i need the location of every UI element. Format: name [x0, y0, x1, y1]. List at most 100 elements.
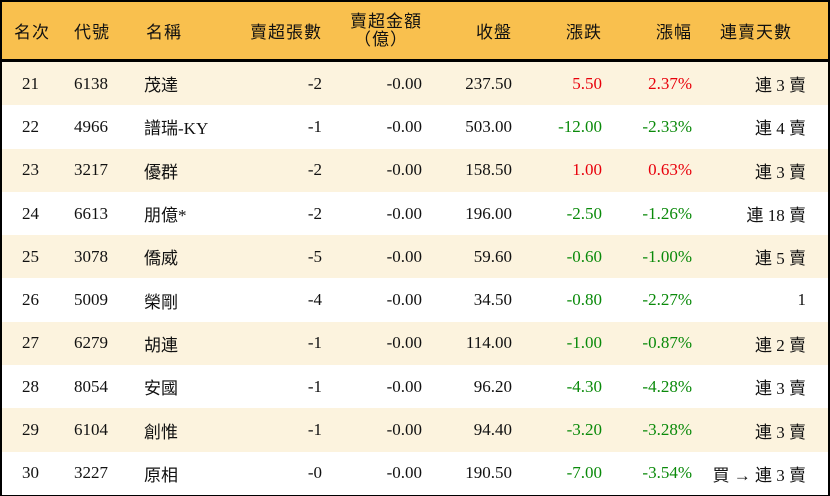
header-sell-amount-unit: （億） [354, 29, 408, 49]
cell-consecutive-days: 連 3 賣 [755, 422, 806, 442]
header-close[interactable]: 收盤 [476, 23, 512, 42]
table-body: 21 6138 茂達 -2 -0.00 237.50 5.50 2.37% 連 … [2, 62, 828, 495]
cell-rank: 28 [22, 376, 39, 396]
cell-change-pct: -0.87% [642, 333, 692, 353]
cell-sell-volume: -1 [307, 333, 322, 353]
cell-change: -1.00 [566, 333, 602, 353]
cell-sell-amount: -0.00 [386, 333, 422, 353]
cell-code[interactable]: 6138 [74, 73, 108, 93]
header-rank[interactable]: 名次 [14, 23, 50, 42]
cell-close: 196.00 [465, 203, 512, 223]
cell-code[interactable]: 4966 [74, 116, 108, 136]
table-row[interactable]: 23 3217 優群 -2 -0.00 158.50 1.00 0.63% 連 … [2, 148, 828, 192]
cell-change-pct: -3.54% [642, 463, 692, 483]
header-name[interactable]: 名稱 [146, 23, 182, 42]
cell-change: -0.80 [566, 290, 602, 310]
cell-sell-volume: -1 [307, 116, 322, 136]
cell-rank: 30 [22, 463, 39, 483]
cell-code[interactable]: 6104 [74, 420, 108, 440]
table-row[interactable]: 21 6138 茂達 -2 -0.00 237.50 5.50 2.37% 連 … [2, 62, 828, 106]
cell-close: 96.20 [473, 376, 512, 396]
cell-sell-amount: -0.00 [386, 116, 422, 136]
cell-code[interactable]: 6613 [74, 203, 108, 223]
cell-rank: 29 [22, 420, 39, 440]
cell-name[interactable]: 僑威 [144, 249, 178, 269]
header-code[interactable]: 代號 [74, 23, 110, 42]
cell-change-pct: -1.26% [642, 203, 692, 223]
cell-sell-volume: -1 [307, 376, 322, 396]
cell-name[interactable]: 榮剛 [144, 292, 178, 312]
cell-rank: 25 [22, 246, 39, 266]
table-row[interactable]: 30 3227 原相 -0 -0.00 190.50 -7.00 -3.54% … [2, 451, 828, 495]
cell-close: 158.50 [465, 160, 512, 180]
cell-sell-volume: -2 [307, 73, 322, 93]
cell-consecutive-days: 連 2 賣 [755, 335, 806, 355]
cell-close: 34.50 [473, 290, 512, 310]
table-row[interactable]: 22 4966 譜瑞-KY -1 -0.00 503.00 -12.00 -2.… [2, 105, 828, 149]
cell-rank: 22 [22, 116, 39, 136]
cell-code[interactable]: 3227 [74, 463, 108, 483]
cell-sell-volume: -2 [307, 203, 322, 223]
cell-consecutive-days: 1 [797, 290, 807, 310]
cell-code[interactable]: 5009 [74, 290, 108, 310]
cell-rank: 24 [22, 203, 39, 223]
cell-change-pct: 0.63% [648, 160, 692, 180]
cell-change: -4.30 [566, 376, 602, 396]
cell-name[interactable]: 茂達 [144, 76, 178, 96]
cell-sell-amount: -0.00 [386, 73, 422, 93]
cell-consecutive-days: 連 4 賣 [755, 119, 806, 139]
cell-name[interactable]: 安國 [144, 379, 178, 399]
cell-change-pct: -3.28% [642, 420, 692, 440]
table-row[interactable]: 26 5009 榮剛 -4 -0.00 34.50 -0.80 -2.27% 1 [2, 278, 828, 322]
cell-sell-amount: -0.00 [386, 463, 422, 483]
cell-change: 1.00 [572, 160, 602, 180]
cell-name[interactable]: 譜瑞-KY [144, 119, 209, 139]
cell-change-pct: -2.27% [642, 290, 692, 310]
cell-consecutive-days: 連 3 賣 [755, 162, 806, 182]
cell-name[interactable]: 胡連 [144, 335, 178, 355]
cell-code[interactable]: 6279 [74, 333, 108, 353]
cell-rank: 21 [22, 73, 39, 93]
header-change[interactable]: 漲跌 [566, 23, 602, 42]
cell-sell-amount: -0.00 [386, 246, 422, 266]
cell-change: 5.50 [572, 73, 602, 93]
cell-sell-volume: -4 [307, 290, 322, 310]
cell-close: 503.00 [465, 116, 512, 136]
cell-change: -12.00 [558, 116, 602, 136]
cell-name[interactable]: 優群 [144, 162, 178, 182]
cell-change-pct: -2.33% [642, 116, 692, 136]
cell-code[interactable]: 3217 [74, 160, 108, 180]
cell-change-pct: 2.37% [648, 73, 692, 93]
header-change-pct[interactable]: 漲幅 [656, 23, 692, 42]
cell-consecutive-days: 連 18 賣 [746, 206, 807, 226]
table-row[interactable]: 27 6279 胡連 -1 -0.00 114.00 -1.00 -0.87% … [2, 321, 828, 366]
cell-sell-amount: -0.00 [386, 160, 422, 180]
cell-change-pct: -1.00% [642, 246, 692, 266]
cell-change: -0.60 [566, 246, 602, 266]
cell-rank: 27 [22, 333, 39, 353]
cell-name[interactable]: 朋億* [144, 206, 187, 226]
header-sell-volume[interactable]: 賣超張數 [250, 23, 322, 42]
cell-code[interactable]: 3078 [74, 246, 108, 266]
cell-close: 94.40 [473, 420, 512, 440]
table-row[interactable]: 29 6104 創惟 -1 -0.00 94.40 -3.20 -3.28% 連… [2, 408, 828, 452]
cell-consecutive-days: 買 → 連 3 賣 [712, 465, 807, 485]
cell-sell-volume: -2 [307, 160, 322, 180]
cell-close: 114.00 [465, 333, 512, 353]
cell-code[interactable]: 8054 [74, 376, 108, 396]
table-row[interactable]: 28 8054 安國 -1 -0.00 96.20 -4.30 -4.28% 連… [2, 365, 828, 409]
cell-close: 59.60 [473, 246, 512, 266]
header-consecutive-days[interactable]: 連賣天數 [720, 23, 792, 42]
cell-sell-amount: -0.00 [386, 420, 422, 440]
table-header: 名次 代號 名稱 賣超張數 賣超金額 （億） 收盤 漲跌 漲幅 連賣天數 [2, 2, 828, 62]
table-row[interactable]: 24 6613 朋億* -2 -0.00 196.00 -2.50 -1.26%… [2, 191, 828, 236]
cell-close: 190.50 [465, 463, 512, 483]
cell-sell-volume: -0 [307, 463, 322, 483]
table-row[interactable]: 25 3078 僑威 -5 -0.00 59.60 -0.60 -1.00% 連… [2, 235, 828, 279]
cell-name[interactable]: 原相 [144, 465, 178, 485]
cell-change: -3.20 [566, 420, 602, 440]
header-sell-amount[interactable]: 賣超金額 （億） [322, 2, 422, 59]
cell-name[interactable]: 創惟 [144, 422, 178, 442]
cell-sell-volume: -1 [307, 420, 322, 440]
